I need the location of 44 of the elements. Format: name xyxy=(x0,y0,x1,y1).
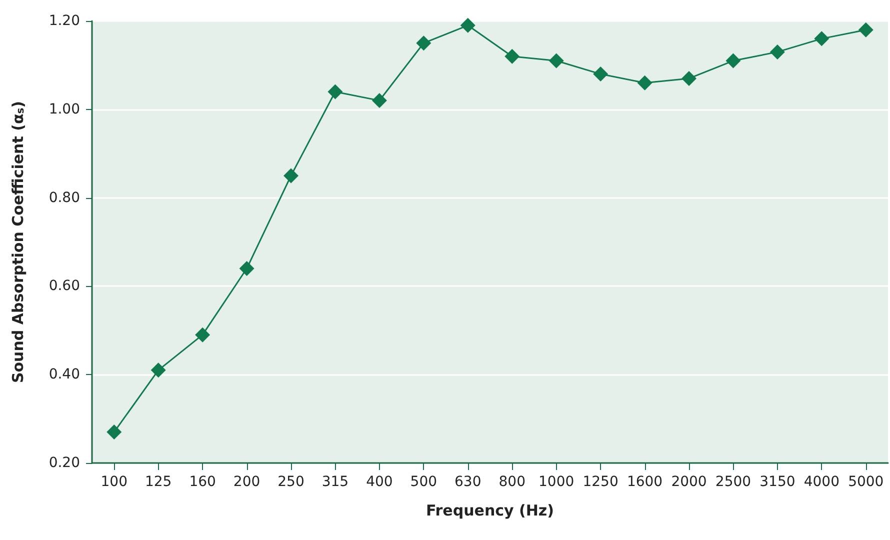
x-tick-label: 200 xyxy=(233,474,260,490)
point xyxy=(548,53,564,68)
point xyxy=(460,18,476,33)
point xyxy=(416,36,432,51)
y-tick-label: 1.00 xyxy=(48,101,80,118)
x-tick-label: 630 xyxy=(454,474,482,490)
point xyxy=(726,53,741,68)
x-axis-title: Frequency (Hz) xyxy=(426,502,554,520)
x-tick-label: 3150 xyxy=(760,474,796,490)
x-tick-label: 800 xyxy=(498,474,526,490)
point xyxy=(372,93,387,108)
y-tick-label: 0.20 xyxy=(48,455,80,471)
x-tick-label: 1600 xyxy=(626,474,663,490)
point xyxy=(106,424,122,440)
y-tick-label: 1.20 xyxy=(48,13,80,29)
x-tick-label: 1250 xyxy=(582,474,618,490)
y-tick-label: 0.60 xyxy=(48,278,80,294)
point xyxy=(328,84,343,100)
x-tick-label: 100 xyxy=(100,474,128,490)
point xyxy=(814,31,830,46)
point xyxy=(239,261,254,276)
x-tick-label: 400 xyxy=(366,474,393,490)
x-tick-label: 250 xyxy=(278,474,304,490)
x-tick-label: 4000 xyxy=(804,474,840,490)
point xyxy=(593,66,608,82)
point xyxy=(150,362,166,378)
x-tick-label: 2000 xyxy=(671,474,707,490)
y-tick-label: 0.80 xyxy=(48,190,80,206)
point xyxy=(858,22,874,38)
y-tick-label: 0.40 xyxy=(48,366,80,383)
x-tick-label: 315 xyxy=(322,474,349,490)
x-tick-label: 125 xyxy=(144,474,172,490)
x-tick-label: 1000 xyxy=(538,474,574,490)
point xyxy=(770,44,785,60)
y-axis-title: Sound Absorption Coefficient (αs) xyxy=(9,100,27,384)
x-tick-label: 5000 xyxy=(848,474,884,490)
point xyxy=(504,48,520,64)
point xyxy=(195,327,210,342)
point xyxy=(682,70,696,86)
point xyxy=(284,168,298,184)
point xyxy=(637,75,652,90)
x-tick-label: 2500 xyxy=(715,474,752,490)
x-tick-label: 160 xyxy=(189,474,216,490)
x-tick-label: 500 xyxy=(410,474,438,490)
